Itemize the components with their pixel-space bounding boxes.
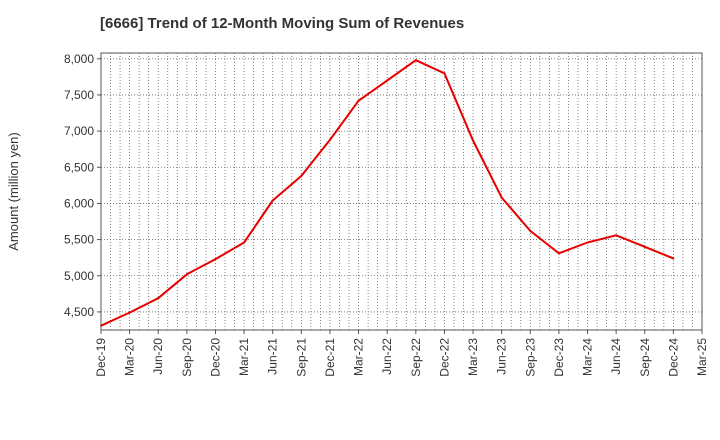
data-point — [586, 241, 589, 244]
x-tick-label: Dec-24 — [666, 338, 680, 377]
x-tick-label: Mar-23 — [466, 338, 480, 376]
y-tick-label: 6,000 — [64, 196, 94, 210]
data-point — [386, 79, 389, 82]
x-tick-label: Mar-22 — [352, 338, 366, 376]
series-line — [100, 59, 674, 327]
y-tick-label: 7,500 — [64, 88, 94, 102]
y-tick-label: 5,500 — [64, 233, 94, 247]
grid-lines — [101, 53, 702, 330]
x-tick-label: Dec-20 — [208, 338, 222, 377]
data-point — [271, 199, 274, 202]
y-tick-label: 7,000 — [64, 124, 94, 138]
y-tick-label: 6,500 — [64, 160, 94, 174]
chart-title: [6666] Trend of 12-Month Moving Sum of R… — [100, 15, 465, 32]
data-point — [557, 252, 560, 255]
data-point — [243, 241, 246, 244]
data-point — [500, 196, 503, 199]
data-point — [414, 59, 417, 62]
x-tick-label: Jun-23 — [495, 338, 509, 375]
data-point — [643, 245, 646, 248]
y-axis-label: Amount (million yen) — [6, 132, 21, 251]
x-tick-label: Jun-24 — [609, 338, 623, 375]
series-layer — [100, 59, 675, 327]
x-tick-label: Dec-21 — [323, 338, 337, 377]
x-tick-label: Mar-25 — [695, 338, 709, 376]
data-point — [672, 257, 675, 260]
y-tick-label: 5,000 — [64, 269, 94, 283]
data-point — [529, 229, 532, 232]
x-tick-label: Jun-20 — [151, 338, 165, 375]
y-axis-ticks: 4,500 5,000 5,500 6,000 6,500 7,000 7,500 8,000 — [64, 52, 101, 319]
x-tick-label: Sep-22 — [409, 338, 423, 377]
data-point — [357, 99, 360, 102]
plot-frame — [100, 52, 703, 331]
data-point — [615, 234, 618, 237]
data-point — [214, 258, 217, 261]
data-point — [443, 72, 446, 75]
x-tick-label: Dec-22 — [437, 338, 451, 377]
x-tick-label: Sep-23 — [523, 338, 537, 377]
x-tick-label: Dec-23 — [552, 338, 566, 377]
x-tick-label: Mar-21 — [237, 338, 251, 376]
x-tick-label: Sep-20 — [180, 338, 194, 377]
x-tick-label: Mar-20 — [123, 338, 137, 376]
data-point — [157, 297, 160, 300]
y-tick-label: 8,000 — [64, 52, 94, 66]
data-point — [328, 138, 331, 141]
y-tick-label: 4,500 — [64, 305, 94, 319]
data-point — [185, 273, 188, 276]
data-point — [300, 174, 303, 177]
data-point — [472, 139, 475, 142]
data-point — [128, 311, 131, 314]
x-tick-label: Dec-19 — [94, 338, 108, 377]
x-tick-label: Jun-22 — [380, 338, 394, 375]
x-tick-label: Sep-24 — [638, 338, 652, 377]
x-axis-ticks: Dec-19 Mar-20 Jun-20 Sep-20 Dec-20 Mar-21 Jun-… — [94, 330, 709, 377]
x-tick-label: Sep-21 — [294, 338, 308, 377]
x-tick-label: Mar-24 — [581, 338, 595, 376]
x-tick-label: Jun-21 — [266, 338, 280, 375]
